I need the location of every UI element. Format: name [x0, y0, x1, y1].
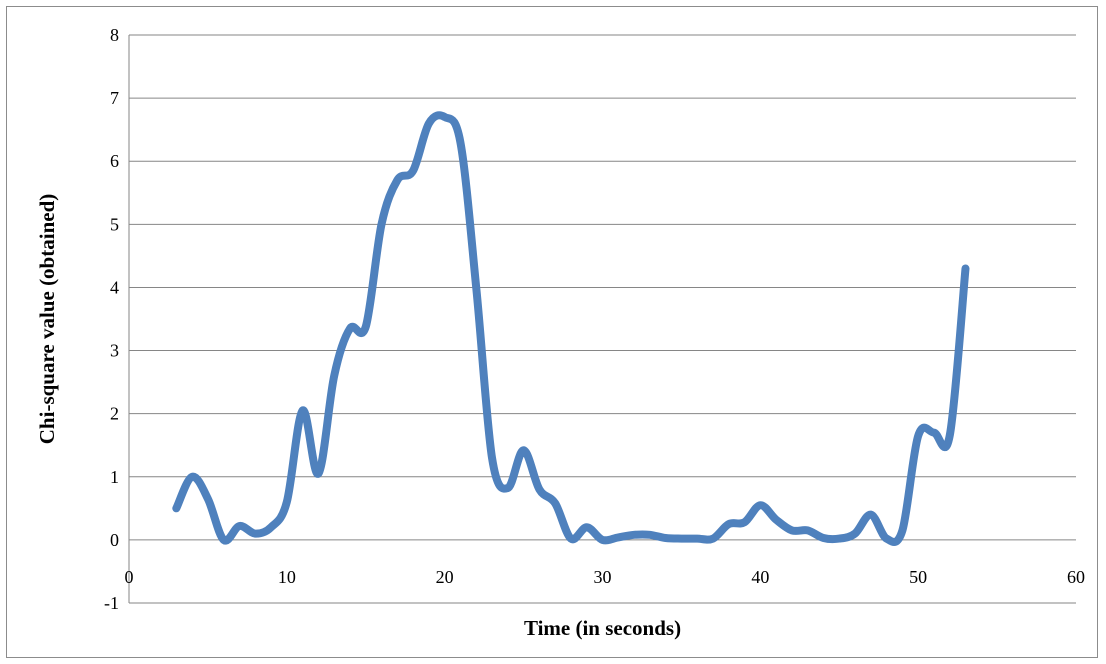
x-tick-label: 10 [278, 567, 296, 587]
y-tick-label: 3 [110, 341, 119, 361]
series-layer [172, 111, 970, 546]
gridlines [129, 34, 1076, 604]
x-tick-label: 60 [1067, 567, 1085, 587]
chart-area: -1 0 1 2 3 4 5 6 7 8 0 10 20 30 40 50 60 Time (in secon… [6, 6, 1098, 658]
y-tick-label: 2 [110, 404, 119, 424]
y-tick-labels: -1 0 1 2 3 4 5 6 7 8 [104, 25, 119, 613]
y-tick-label: 5 [110, 214, 119, 234]
y-tick-label: 6 [110, 151, 119, 171]
y-tick-label: 4 [110, 277, 119, 297]
x-axis-title: Time (in seconds) [524, 616, 681, 640]
y-tick-label: 7 [110, 88, 119, 108]
series-line [172, 111, 970, 546]
y-tick-label: 0 [110, 530, 119, 550]
x-tick-label: 40 [751, 567, 769, 587]
y-tick-label: -1 [104, 593, 119, 613]
x-tick-labels: 0 10 20 30 40 50 60 [125, 567, 1086, 587]
x-tick-label: 30 [594, 567, 612, 587]
y-axis-title: Chi-square value (obtained) [35, 194, 59, 444]
x-tick-label: 20 [436, 567, 454, 587]
y-tick-label: 1 [110, 467, 119, 487]
y-tick-label: 8 [110, 25, 119, 45]
line-chart: -1 0 1 2 3 4 5 6 7 8 0 10 20 30 40 50 60 Time (in secon… [35, 25, 1086, 640]
x-tick-label: 50 [909, 567, 927, 587]
x-tick-label: 0 [125, 567, 134, 587]
